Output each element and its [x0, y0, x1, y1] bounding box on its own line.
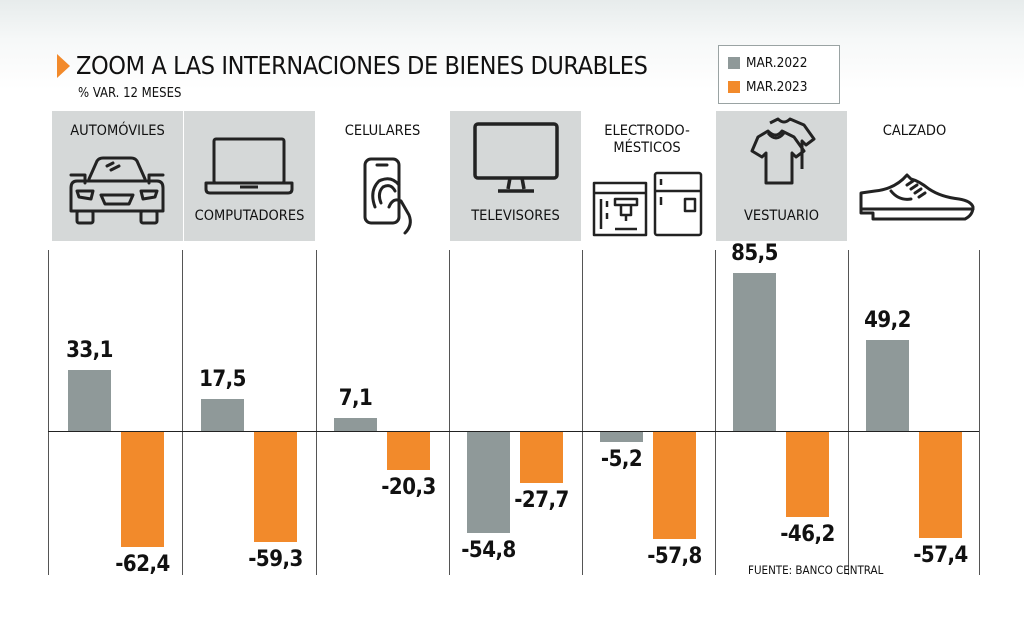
legend-swatch-mar2023 — [728, 81, 740, 93]
value-label-mar2022-5: 85,5 — [731, 240, 778, 266]
bar-mar2023-3 — [520, 432, 563, 484]
source-note: FUENTE: BANCO CENTRAL — [748, 563, 884, 577]
category-header-celulares: CELULARES — [317, 111, 448, 241]
value-label-mar2023-0: -62,4 — [115, 552, 170, 578]
chart-title-text: ZOOM A LAS INTERNACIONES DE BIENES DURAB… — [76, 51, 648, 80]
category-label: CALZADO — [882, 123, 947, 139]
value-label-mar2023-3: -27,7 — [514, 488, 569, 514]
value-label-mar2023-4: -57,8 — [647, 543, 702, 569]
value-label-mar2023-1: -59,3 — [248, 546, 303, 572]
bar-mar2022-1 — [201, 398, 244, 431]
bar-mar2023-6 — [919, 432, 962, 539]
value-label-mar2022-0: 33,1 — [66, 337, 113, 363]
zero-baseline — [48, 431, 979, 432]
bar-mar2022-4 — [600, 432, 643, 442]
bar-mar2023-5 — [786, 432, 829, 518]
bar-mar2022-5 — [733, 272, 776, 431]
bar-mar2023-4 — [653, 432, 696, 539]
column-divider — [582, 250, 583, 575]
value-label-mar2022-3: -54,8 — [461, 538, 516, 564]
legend-label-mar2022: MAR.2022 — [746, 55, 808, 71]
category-label: TELEVISORES — [471, 208, 560, 224]
category-header-electrodomesticos: ELECTRODO- MÉSTICOS — [583, 111, 714, 241]
column-divider — [715, 250, 716, 575]
value-label-mar2022-2: 7,1 — [338, 385, 373, 411]
legend-item-mar2022: MAR.2022 — [728, 55, 808, 71]
legend-label-mar2023: MAR.2023 — [746, 79, 808, 95]
category-label: VESTUARIO — [743, 208, 820, 224]
shoe-icon — [859, 173, 975, 221]
category-header-calzado: CALZADO — [849, 111, 980, 241]
legend: MAR.2022 MAR.2023 — [718, 45, 840, 104]
category-header-televisores: TELEVISORES — [450, 111, 581, 241]
title-arrow-icon — [57, 54, 70, 78]
legend-item-mar2023: MAR.2023 — [728, 79, 808, 95]
column-divider — [848, 250, 849, 575]
legend-swatch-mar2022 — [728, 57, 740, 69]
category-label: ELECTRODO- MÉSTICOS — [604, 123, 690, 156]
bar-mar2022-6 — [866, 339, 909, 431]
category-label: COMPUTADORES — [194, 208, 305, 224]
bar-mar2023-0 — [121, 432, 164, 548]
value-label-mar2022-1: 17,5 — [199, 366, 246, 392]
category-label: AUTOMÓVILES — [70, 123, 165, 139]
bar-mar2023-2 — [387, 432, 430, 470]
value-label-mar2023-2: -20,3 — [381, 474, 436, 500]
category-header-automoviles: AUTOMÓVILES — [52, 111, 183, 241]
smartphone-icon — [363, 157, 412, 235]
column-divider — [979, 250, 980, 575]
column-divider — [182, 250, 183, 575]
laptop-icon — [204, 137, 294, 195]
column-divider — [449, 250, 450, 575]
television-icon — [473, 122, 559, 193]
value-label-mar2023-6: -57,4 — [913, 543, 968, 569]
chart-subtitle: % VAR. 12 MESES — [78, 86, 182, 101]
bar-mar2022-3 — [467, 432, 510, 534]
category-label: CELULARES — [344, 123, 421, 139]
bar-mar2023-1 — [254, 432, 297, 542]
value-label-mar2022-4: -5,2 — [600, 446, 643, 472]
column-divider — [316, 250, 317, 575]
car-icon — [69, 156, 165, 225]
value-label-mar2023-5: -46,2 — [780, 522, 835, 548]
bar-mar2022-0 — [68, 369, 111, 431]
appliances-icon — [592, 171, 703, 237]
column-divider — [48, 250, 49, 575]
category-header-vestuario: VESTUARIO — [716, 111, 847, 241]
value-label-mar2022-6: 49,2 — [864, 307, 911, 333]
category-header-computadores: COMPUTADORES — [184, 111, 315, 241]
bar-mar2022-2 — [334, 417, 377, 431]
tshirt-icon — [750, 117, 816, 185]
